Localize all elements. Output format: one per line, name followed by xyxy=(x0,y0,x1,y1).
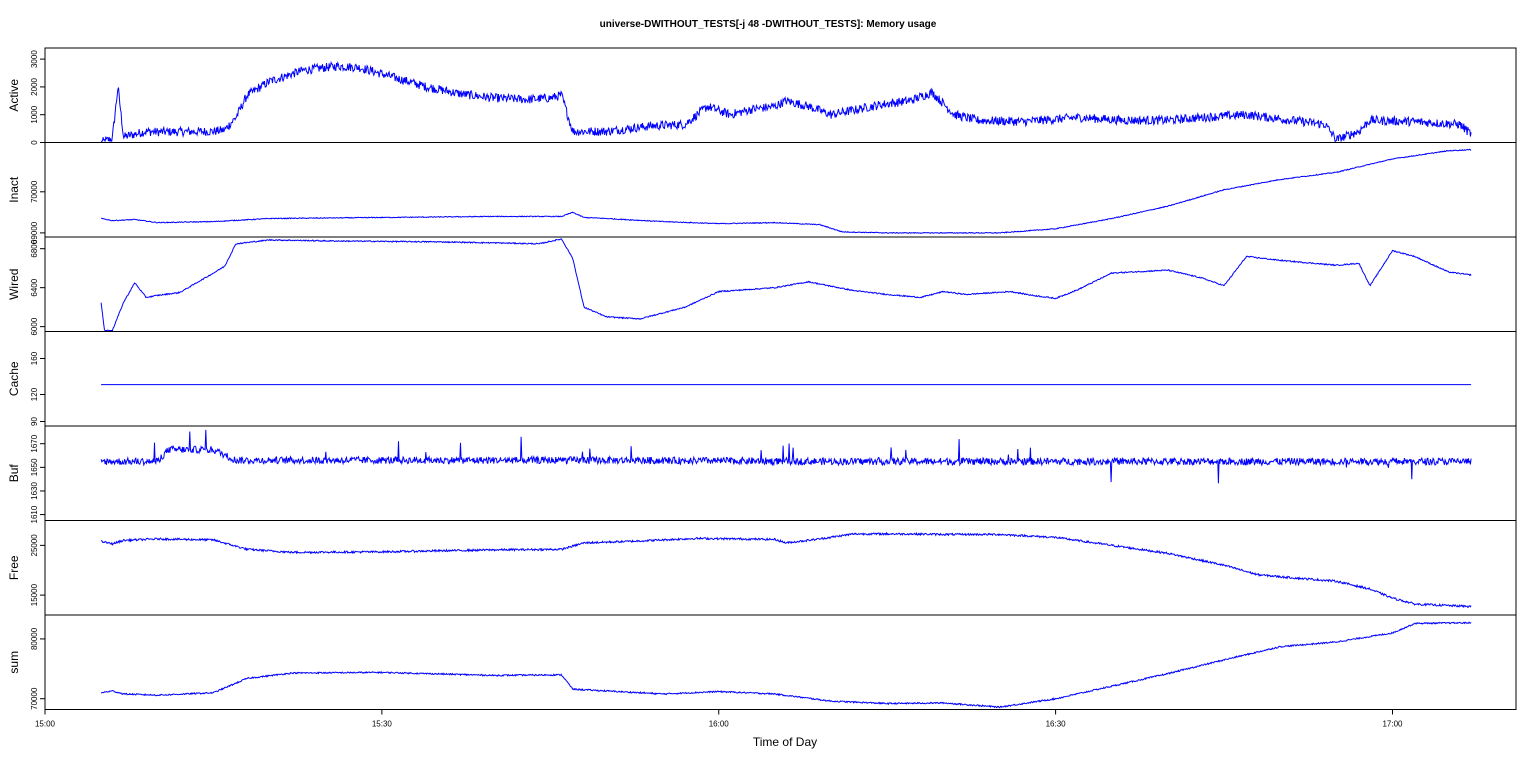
series-line-free xyxy=(101,531,1472,609)
series-line-sum xyxy=(100,621,1472,709)
series-line-active xyxy=(100,60,1472,143)
y-tick-label: 25000 xyxy=(30,534,39,557)
x-tick-label: 16:00 xyxy=(709,720,730,729)
chart-title: universe-DWITHOUT_TESTS[-j 48 -DWITHOUT_… xyxy=(600,19,937,30)
y-axis-label: Free xyxy=(7,555,21,580)
y-tick-label: 70000 xyxy=(30,180,39,203)
panel-free: 15000 25000 Free xyxy=(7,520,1517,616)
y-tick-label: 6000 xyxy=(30,317,39,335)
y-tick-label: 15000 xyxy=(30,583,39,606)
y-tick-label: 70000 xyxy=(30,687,39,710)
y-axis-label: Buf xyxy=(7,464,21,483)
series-line-wired xyxy=(100,238,1472,331)
panel-wired: 6000 6400 6800 Wired xyxy=(7,236,1517,336)
x-tick-label: 15:00 xyxy=(35,720,56,729)
y-tick-label: 1630 xyxy=(30,482,39,500)
y-tick-label: 3000 xyxy=(30,50,39,68)
y-tick-label: 90 xyxy=(30,417,39,426)
panel-sum: 70000 80000 sum xyxy=(7,614,1517,710)
x-tick-label: 17:00 xyxy=(1382,720,1403,729)
y-axis-label: Wired xyxy=(7,269,21,300)
y-tick-label: 6400 xyxy=(30,278,39,296)
panel-frame xyxy=(44,614,1517,710)
y-axis-label: sum xyxy=(7,651,21,674)
x-axis-label: Time of Day xyxy=(753,735,817,749)
panels-group: 0 1000 2000 3000 Active 69000 70000 Inact 6000 64… xyxy=(7,47,1517,710)
panel-inact: 69000 70000 Inact xyxy=(7,142,1517,244)
y-axis-label: Inact xyxy=(7,176,21,203)
x-tick-label: 16:30 xyxy=(1046,720,1067,729)
y-axis-label: Active xyxy=(7,79,21,112)
y-tick-label: 160 xyxy=(30,351,39,365)
y-tick-label: 1670 xyxy=(30,434,39,452)
y-tick-label: 80000 xyxy=(30,627,39,650)
y-tick-label: 69000 xyxy=(30,221,39,244)
y-tick-label: 1650 xyxy=(30,458,39,476)
y-tick-label: 1000 xyxy=(30,105,39,123)
y-tick-label: 1610 xyxy=(30,505,39,523)
y-axis-label: Cache xyxy=(7,361,21,396)
x-axis: 15:00 15:30 16:00 16:30 17:00 xyxy=(35,709,1403,729)
y-tick-label: 120 xyxy=(30,387,39,401)
x-tick-label: 15:30 xyxy=(372,720,393,729)
y-tick-label: 2000 xyxy=(30,77,39,95)
y-tick-label: 6800 xyxy=(30,239,39,257)
series-line-inact xyxy=(101,148,1472,234)
y-tick-label: 0 xyxy=(30,140,39,145)
series-line-buf xyxy=(100,429,1472,484)
